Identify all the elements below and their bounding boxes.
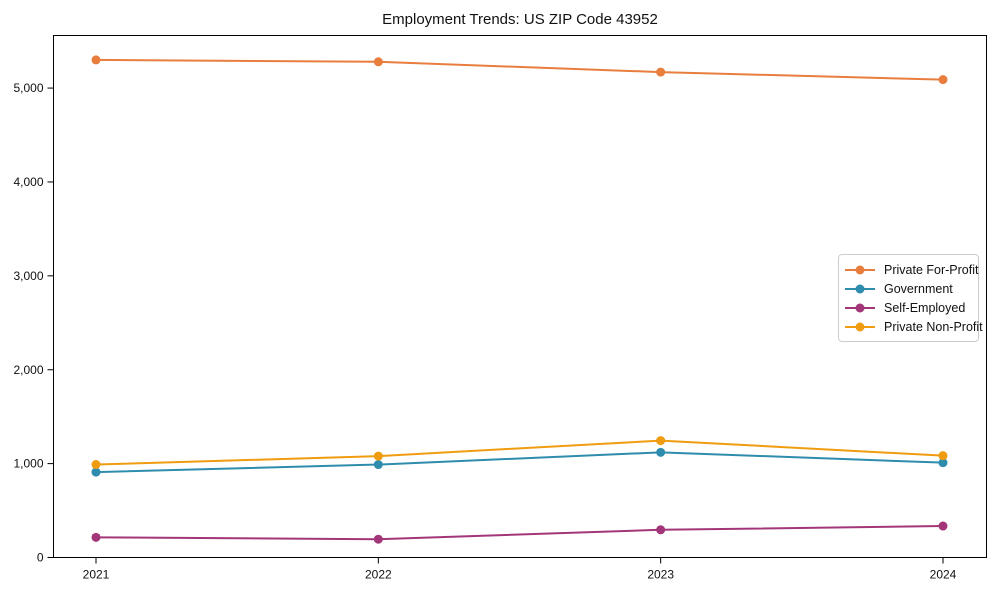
data-point-private-for-profit <box>656 67 666 77</box>
y-tick-label: 5,000 <box>13 81 43 95</box>
legend-item-self-employed: Self-Employed <box>845 299 970 318</box>
data-point-self-employed <box>373 534 383 544</box>
line-series-private-non-profit <box>95 439 944 466</box>
y-tick-label: 4,000 <box>13 175 43 189</box>
legend-label: Private Non-Profit <box>884 320 983 335</box>
line-series-private-for-profit <box>95 58 944 81</box>
data-point-self-employed <box>91 532 101 542</box>
data-point-private-for-profit <box>938 75 948 85</box>
legend-item-government: Government <box>845 279 970 298</box>
y-tick-label: 1,000 <box>13 457 43 471</box>
legend-label: Private For-Profit <box>884 262 979 277</box>
data-point-private-non-profit <box>91 460 101 470</box>
data-point-self-employed <box>656 525 666 535</box>
data-point-government <box>656 447 666 457</box>
legend-item-private-for-profit: Private For-Profit <box>845 260 978 279</box>
data-point-government <box>373 460 383 470</box>
x-tick-label: 2022 <box>365 568 392 582</box>
chart-title: Employment Trends: US ZIP Code 43952 <box>382 11 658 28</box>
data-point-government <box>938 458 948 468</box>
legend-marker-icon <box>845 284 875 294</box>
x-tick-label: 2021 <box>83 568 110 582</box>
legend-marker-icon <box>845 322 875 332</box>
line-series-self-employed <box>95 525 944 541</box>
legend-label: Self-Employed <box>884 301 966 316</box>
legend-marker-icon <box>845 265 875 275</box>
y-tick-label: 2,000 <box>13 363 43 377</box>
x-tick-label: 2024 <box>930 568 957 582</box>
data-point-private-non-profit <box>373 451 383 461</box>
chart-legend: Private For-Profit Government Self-Employe… <box>838 254 983 342</box>
y-tick-label: 3,000 <box>13 269 43 283</box>
data-point-government <box>91 467 101 477</box>
legend-marker-icon <box>845 303 875 313</box>
legend-label: Government <box>884 281 953 296</box>
data-point-private-non-profit <box>938 451 948 461</box>
legend-item-private-non-profit: Private Non-Profit <box>845 318 983 337</box>
x-tick-label: 2023 <box>647 568 674 582</box>
data-point-private-for-profit <box>91 55 101 65</box>
plot-border <box>53 35 987 558</box>
y-tick-label: 0 <box>37 551 44 565</box>
data-point-private-for-profit <box>373 57 383 67</box>
data-point-self-employed <box>938 521 948 531</box>
data-point-private-non-profit <box>656 436 666 446</box>
line-series-government <box>95 451 944 474</box>
